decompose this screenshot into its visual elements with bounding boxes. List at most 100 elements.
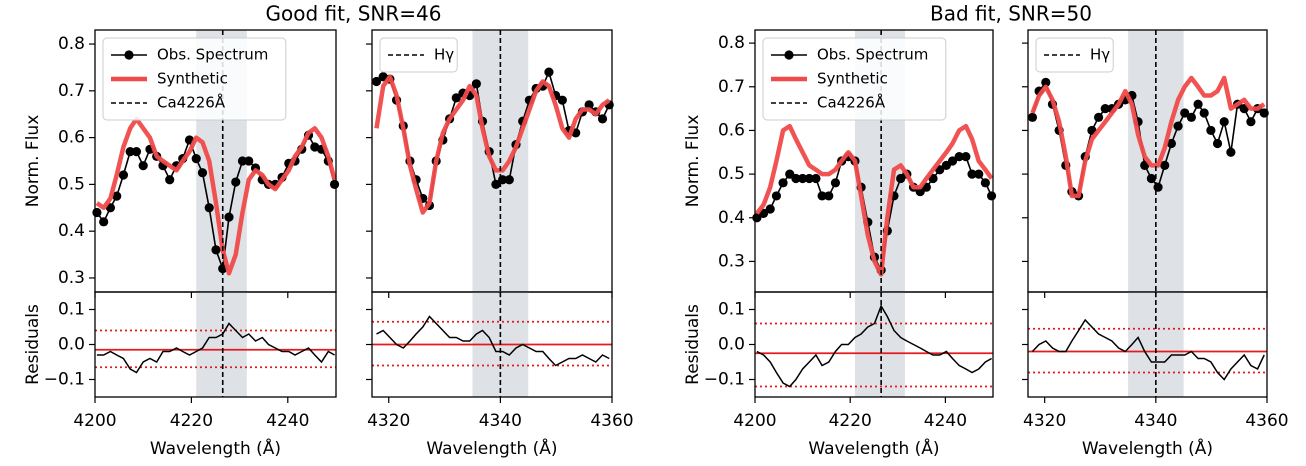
- y-tick-label: 0.1: [718, 300, 745, 320]
- chart-title: Good fit, SNR=46: [266, 2, 442, 26]
- y-tick-label: 0.8: [718, 33, 745, 53]
- panel-frame: [371, 291, 613, 398]
- observed-point: [1180, 108, 1190, 118]
- x-tick-label: 4340: [479, 411, 522, 431]
- panel-frame: [1027, 291, 1268, 398]
- observed-point: [92, 207, 102, 218]
- observed-point: [817, 191, 827, 201]
- observed-point: [974, 169, 984, 179]
- legend-box: [102, 37, 287, 121]
- observed-point: [1100, 104, 1110, 114]
- y-tick-label: 0.5: [718, 164, 745, 184]
- y-tick-label: −0.1: [44, 370, 85, 390]
- observed-point: [584, 100, 594, 110]
- y-tick-label: 0.7: [718, 77, 745, 97]
- x-tick-label: 4360: [590, 411, 633, 431]
- legend-box: [379, 37, 458, 73]
- chart-title: Bad fit, SNR=50: [930, 2, 1092, 26]
- legend-label: Ca4226Å: [817, 93, 886, 112]
- legend-box: [1035, 37, 1114, 73]
- y-tick-label: 0.3: [58, 268, 85, 288]
- observed-point: [967, 169, 977, 179]
- y-tick-label: 0.3: [718, 251, 745, 271]
- observed-point: [1206, 125, 1216, 136]
- observed-point: [824, 191, 834, 201]
- observed-point: [491, 179, 501, 189]
- observed-point: [1093, 112, 1104, 122]
- y-axis-label: Norm. Flux: [23, 115, 43, 208]
- observed-point: [961, 152, 971, 162]
- x-tick-label: 4200: [733, 411, 776, 431]
- y-tick-label: 0.7: [58, 81, 85, 101]
- x-axis-label: Wavelength (Å): [426, 437, 557, 459]
- x-tick-label: 4340: [1134, 411, 1177, 431]
- legend: Hγ: [379, 37, 458, 73]
- observed-point: [544, 67, 554, 77]
- observed-point: [1153, 182, 1163, 192]
- legend-box: [762, 37, 947, 121]
- observed-point: [791, 173, 801, 184]
- synthetic-line: [374, 74, 611, 215]
- observed-point: [1166, 138, 1176, 149]
- observed-point: [471, 79, 481, 89]
- observed-point: [1041, 77, 1051, 87]
- y-axis-label: Residuals: [23, 304, 43, 385]
- y-axis-label: Norm. Flux: [683, 115, 703, 208]
- synthetic-line: [1030, 75, 1266, 199]
- observed-point: [811, 173, 821, 184]
- legend-label: Obs. Spectrum: [817, 46, 928, 64]
- y-tick-label: 0.4: [718, 208, 745, 228]
- residual-line: [376, 315, 610, 367]
- observed-point: [504, 175, 514, 185]
- legend-swatch-marker: [124, 50, 134, 60]
- observed-point: [118, 170, 129, 180]
- y-tick-label: 0.6: [58, 128, 85, 148]
- legend-label: Synthetic: [157, 70, 228, 88]
- x-tick-label: 4320: [367, 411, 410, 431]
- residual-line: [96, 322, 335, 374]
- observed-point: [99, 217, 109, 227]
- observed-point: [329, 179, 340, 189]
- residual-line: [1031, 318, 1265, 381]
- observed-point: [1246, 117, 1256, 127]
- y-axis-label: Residuals: [683, 304, 703, 385]
- observed-point: [204, 203, 214, 213]
- legend-label: Obs. Spectrum: [157, 46, 268, 64]
- observed-point: [954, 152, 964, 162]
- observed-point: [1160, 160, 1170, 170]
- panel-frame: [754, 291, 994, 398]
- panel-frame: [94, 291, 337, 398]
- observed-point: [1146, 173, 1156, 184]
- x-axis-label: Wavelength (Å): [150, 437, 281, 459]
- x-tick-label: 4320: [1023, 411, 1066, 431]
- residual-line: [756, 304, 992, 388]
- observed-point: [798, 173, 808, 184]
- observed-point: [224, 212, 234, 222]
- y-tick-label: 0.4: [58, 221, 85, 241]
- legend: Hγ: [1035, 37, 1114, 73]
- observed-point: [771, 191, 782, 201]
- observed-point: [986, 191, 997, 201]
- observed-point: [778, 178, 788, 188]
- x-tick-label: 4220: [829, 411, 872, 431]
- synthetic-line: [755, 123, 994, 277]
- observed-point: [112, 191, 122, 201]
- x-tick-label: 4240: [266, 411, 309, 431]
- observed-point: [197, 168, 208, 178]
- observed-point: [557, 95, 567, 105]
- observed-point: [211, 245, 221, 255]
- legend: Obs. Spectrum Synthetic Ca4226Å: [762, 37, 947, 121]
- y-tick-label: −0.1: [704, 370, 745, 390]
- legend-label: Synthetic: [817, 70, 888, 88]
- observed-point: [191, 154, 201, 164]
- x-axis-label: Wavelength (Å): [808, 437, 939, 459]
- observed-point: [105, 203, 116, 213]
- observed-point: [947, 156, 958, 166]
- observed-point: [1027, 112, 1038, 122]
- x-tick-label: 4200: [73, 411, 116, 431]
- observed-point: [138, 161, 148, 171]
- y-tick-label: 0.0: [58, 335, 85, 355]
- observed-point: [1219, 117, 1229, 127]
- observed-point: [1199, 108, 1209, 118]
